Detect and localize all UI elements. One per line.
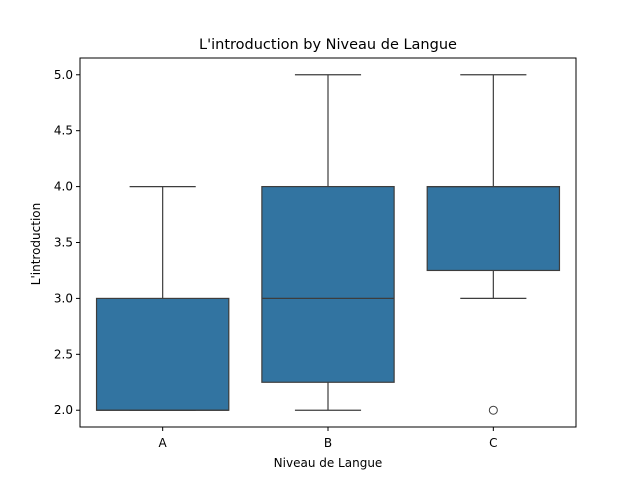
chart-title: L'introduction by Niveau de Langue [199,37,457,53]
x-tick-label: A [159,436,168,450]
iqr-box [95,297,230,411]
axes-frame [79,57,577,428]
y-tick-label: 4.5 [54,124,73,138]
iqr-box [426,185,561,272]
outlier-point [488,405,498,415]
y-axis-label: L'introduction [29,203,43,285]
x-tick-label: B [324,436,332,450]
x-axis-ticks: A B C [159,427,498,450]
y-axis-ticks: 2.0 2.5 3.0 3.5 4.0 4.5 5.0 [54,68,80,417]
x-tick-label: C [489,436,497,450]
y-tick-label: 3.5 [54,236,73,250]
plot-area [95,74,561,415]
y-tick-label: 3.0 [54,291,73,305]
y-tick-label: 5.0 [54,68,73,82]
y-tick-label: 2.5 [54,347,73,361]
x-axis-label: Niveau de Langue [274,456,383,470]
box-group-b [261,74,395,411]
y-tick-label: 2.0 [54,403,73,417]
y-tick-label: 4.0 [54,180,73,194]
box-group-a [95,185,230,411]
box-group-c [426,74,561,415]
iqr-box [261,185,395,383]
